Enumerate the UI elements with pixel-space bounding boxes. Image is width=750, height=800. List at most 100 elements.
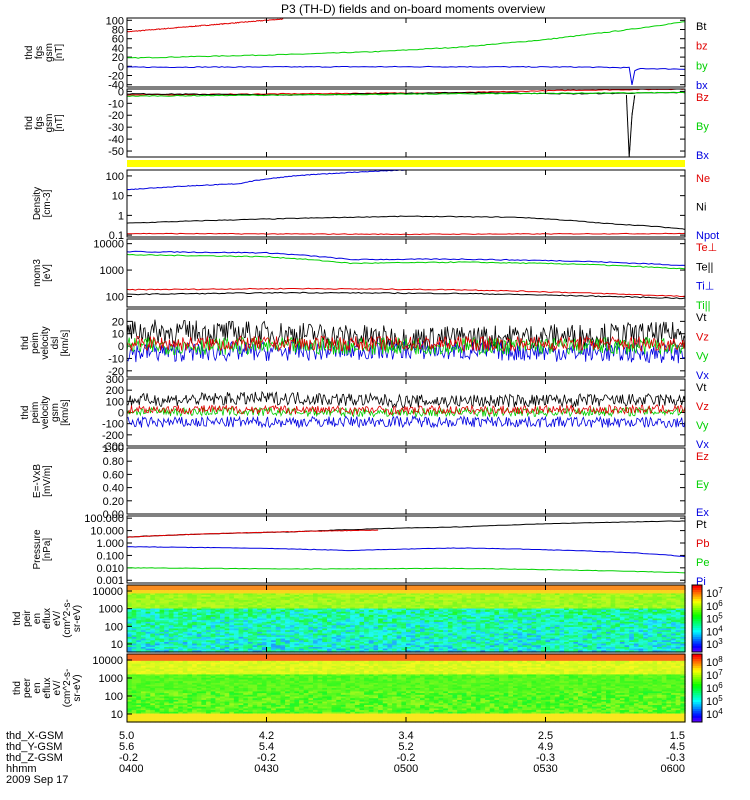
panel-frame [126,169,686,238]
spectrogram-cell [508,603,514,606]
spectrogram-cell [354,610,361,613]
spectrogram-cell [564,633,570,636]
spectrogram-cell [554,593,561,596]
spectrogram-cell [438,608,444,611]
spectrogram-cell [364,586,370,589]
spectrogram-cell [447,600,454,603]
spectrogram-cell [331,590,337,593]
spectrogram-cell [299,615,305,618]
spectrogram-cell [327,626,333,630]
spectrogram-cell [643,603,649,606]
spectrogram-cell [215,631,221,635]
spectrogram-cell [545,595,551,598]
spectrogram-cell [559,610,565,613]
spectrogram-cell [526,586,533,589]
spectrogram-cell [382,625,389,628]
spectrogram-cell [396,595,402,598]
spectrogram-cell [173,630,179,633]
spectrogram-cell [257,605,263,608]
spectrogram-cell [159,626,165,630]
spectrogram-cell [173,601,179,605]
spectrogram-cell [136,618,142,621]
spectrogram-cell [359,590,365,593]
spectrogram-cell [354,586,361,589]
spectrogram-cell [499,603,505,606]
spectrogram-cell [503,623,509,626]
spectrogram-cell [592,606,598,610]
spectrogram-cell [387,616,393,620]
spectrogram-cell [568,645,575,648]
spectrogram-cell [629,616,635,620]
spectrogram-cell [461,603,468,606]
spectrogram-cell [433,598,440,601]
spectrogram-cell [480,586,486,589]
spectrogram-cell [522,635,528,638]
y-tick-label: 0.100 [96,550,124,562]
spectrogram-cell [568,636,575,640]
spectrogram-cell [266,591,272,594]
spectrogram-cell [159,586,165,589]
spectrogram-cell [368,586,375,589]
spectrogram-cell [331,596,337,599]
spectrogram-cell [350,596,356,599]
spectrogram-cell [168,615,175,618]
spectrogram-cell [420,608,426,611]
spectrogram-cell [601,623,607,626]
spectrogram-cell [466,623,472,626]
spectrogram-cell [401,645,407,648]
spectrogram-cell [452,606,458,610]
spectrogram-cell [294,618,300,621]
spectrogram-cell [359,642,365,645]
spectrogram-cell [415,608,421,611]
spectrogram-cell [382,598,389,601]
spectrogram-cell [317,591,323,594]
spectrogram-cell [531,618,537,621]
spectrogram-cell [433,620,440,623]
spectrogram-cell [592,601,598,605]
spectrogram-cell [299,605,305,608]
spectrogram-cell [573,596,579,599]
spectrogram-cell [173,633,179,636]
spectrogram-cell [573,595,579,598]
spectrogram-cell [643,640,649,643]
spectrogram-cell [513,588,519,591]
spectrogram-cell [150,650,156,653]
spectrogram-cell [643,595,649,598]
spectrogram-cell [540,585,547,588]
spectrogram-cell [140,590,147,593]
spectrogram-cell [471,616,477,620]
spectrogram-cell [313,640,319,643]
spectrogram-cell [429,613,435,616]
spectrogram-cell [522,610,528,613]
spectrogram-cell [485,616,491,620]
spectrogram-cell [429,648,435,651]
spectrogram-cell [271,645,277,648]
spectrogram-cell [299,620,305,623]
spectrogram-cell [499,611,505,615]
spectrogram-cell [192,618,198,621]
spectrogram-cell [447,645,454,648]
spectrogram-cell [224,605,230,608]
spectrogram-cell [545,606,551,610]
spectrogram-cell [461,600,468,603]
spectrogram-cell [294,640,300,643]
spectrogram-cell [336,636,342,640]
spectrogram-cell [140,633,147,636]
spectrogram-cell [145,650,151,653]
spectrogram-cell [643,630,649,633]
spectrogram-cell [424,623,430,626]
spectrogram-cell [382,633,389,636]
spectrogram-cell [452,605,458,608]
spectrogram-cell [206,603,212,606]
spectrogram-cell [331,586,337,589]
spectrogram-cell [289,595,296,598]
spectrogram-cell [317,611,323,615]
spectrogram-cell [666,600,672,603]
spectrogram-cell [289,605,296,608]
spectrogram-cell [192,600,198,603]
spectrogram-cell [359,593,365,596]
spectrogram-cell [438,625,444,628]
spectrogram-cell [368,603,375,606]
spectrogram-cell [257,623,263,626]
spectrogram-cell [466,625,472,628]
